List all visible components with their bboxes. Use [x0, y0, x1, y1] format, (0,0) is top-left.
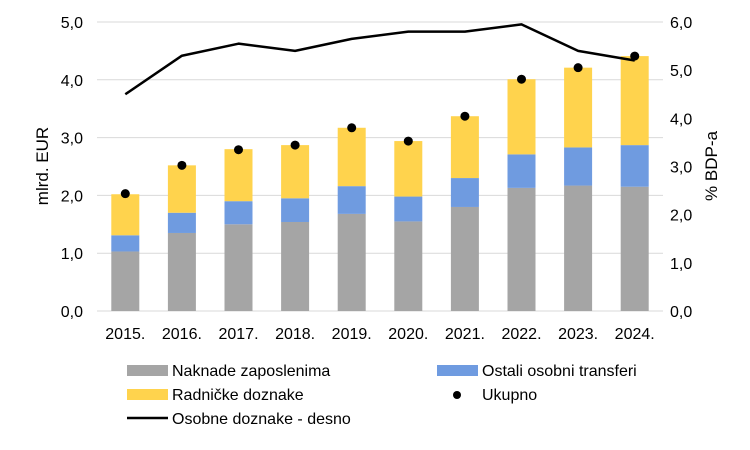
- y-left-tick-label: 0,0: [61, 304, 83, 321]
- bar-ostali-osobni-transferi: [167, 212, 196, 233]
- bar-ostali-osobni-transferi: [337, 186, 366, 214]
- y-left-tick-label: 1,0: [61, 246, 83, 263]
- bar-ostali-osobni-transferi: [224, 201, 253, 225]
- bar-ostali-osobni-transferi: [564, 147, 593, 186]
- y-right-tick-label: 0,0: [670, 304, 692, 321]
- right-axis-ticks: 0,0 1,0 2,0 3,0 4,0 5,0 6,0: [670, 15, 692, 321]
- bar-naknade-zaposlenima: [224, 224, 253, 311]
- x-tick-label: 2016.: [162, 326, 202, 343]
- bar-radni-ke-doznake: [620, 56, 649, 146]
- point-ukupno: [177, 160, 187, 170]
- legend-swatch-ostali: [437, 365, 478, 376]
- bar-ostali-osobni-transferi: [450, 178, 479, 207]
- x-axis-ticks: 2015. 2016. 2017. 2018. 2019. 2020. 2021. 2022.…: [105, 326, 654, 343]
- x-tick-label: 2020.: [388, 326, 428, 343]
- point-series: [120, 51, 640, 199]
- x-tick-label: 2018.: [275, 326, 315, 343]
- x-tick-label: 2021.: [445, 326, 485, 343]
- bar-radni-ke-doznake: [564, 67, 593, 148]
- bar-ostali-osobni-transferi: [620, 145, 649, 187]
- point-ukupno: [234, 145, 243, 155]
- bar-radni-ke-doznake: [507, 79, 536, 155]
- bar-radni-ke-doznake: [111, 194, 140, 236]
- y-left-tick-label: 5,0: [61, 15, 83, 32]
- line-series: [124, 23, 635, 96]
- legend-label-radnicke: Radničke doznake: [172, 387, 304, 404]
- bar-radni-ke-doznake: [281, 145, 310, 199]
- point-ukupno: [573, 63, 583, 73]
- x-tick-label: 2023.: [558, 326, 598, 343]
- bar-radni-ke-doznake: [224, 149, 253, 202]
- y-right-tick-label: 6,0: [670, 15, 692, 32]
- bar-naknade-zaposlenima: [281, 221, 310, 311]
- bar-naknade-zaposlenima: [564, 185, 593, 311]
- y-right-tick-label: 4,0: [670, 111, 692, 128]
- legend-marker-ukupno: [453, 391, 461, 399]
- legend-label-osobne: Osobne doznake - desno: [172, 411, 351, 428]
- x-tick-label: 2024.: [615, 326, 655, 343]
- x-tick-label: 2022.: [501, 326, 541, 343]
- legend: Naknade zaposlenima Ostali osobni transf…: [127, 363, 637, 428]
- point-ukupno: [120, 189, 130, 199]
- legend-label-ukupno: Ukupno: [482, 387, 537, 404]
- y-right-tick-label: 5,0: [670, 63, 692, 80]
- legend-swatch-radnicke: [127, 389, 168, 400]
- bar-naknade-zaposlenima: [620, 186, 649, 311]
- bar-naknade-zaposlenima: [111, 251, 140, 311]
- y-left-tick-label: 3,0: [61, 131, 83, 148]
- bar-radni-ke-doznake: [167, 165, 196, 213]
- line-osobne-doznake: [124, 23, 635, 96]
- bar-ostali-osobni-transferi: [394, 196, 423, 222]
- point-ukupno: [517, 74, 526, 84]
- bar-naknade-zaposlenima: [394, 221, 423, 311]
- legend-swatch-naknade: [127, 365, 168, 376]
- bar-ostali-osobni-transferi: [281, 198, 310, 222]
- y-axis-left-title: mlrd. EUR: [33, 127, 52, 205]
- bar-radni-ke-doznake: [450, 116, 479, 179]
- y-right-tick-label: 3,0: [670, 160, 692, 177]
- bar-radni-ke-doznake: [394, 141, 423, 197]
- x-tick-label: 2019.: [332, 326, 372, 343]
- y-left-tick-label: 4,0: [61, 73, 83, 90]
- point-ukupno: [460, 111, 470, 121]
- bar-naknade-zaposlenima: [507, 187, 536, 311]
- x-tick-label: 2015.: [105, 326, 145, 343]
- legend-label-naknade: Naknade zaposlenima: [172, 363, 330, 380]
- bar-naknade-zaposlenima: [337, 213, 366, 311]
- bar-radni-ke-doznake: [337, 127, 366, 187]
- y-right-tick-label: 1,0: [670, 256, 692, 273]
- bar-naknade-zaposlenima: [450, 206, 479, 311]
- y-left-tick-label: 2,0: [61, 188, 83, 205]
- y-right-tick-label: 2,0: [670, 208, 692, 225]
- y-axis-right-title: % BDP-a: [702, 131, 721, 201]
- point-ukupno: [403, 136, 413, 146]
- bar-naknade-zaposlenima: [167, 232, 196, 311]
- point-ukupno: [347, 123, 357, 133]
- bar-ostali-osobni-transferi: [507, 154, 536, 188]
- left-axis-ticks: 0,0 1,0 2,0 3,0 4,0 5,0: [61, 15, 83, 321]
- point-ukupno: [630, 51, 640, 61]
- bar-ostali-osobni-transferi: [111, 235, 140, 252]
- x-tick-label: 2017.: [218, 326, 258, 343]
- legend-label-ostali: Ostali osobni transferi: [482, 363, 637, 380]
- point-ukupno: [290, 140, 300, 150]
- bars: [111, 56, 649, 311]
